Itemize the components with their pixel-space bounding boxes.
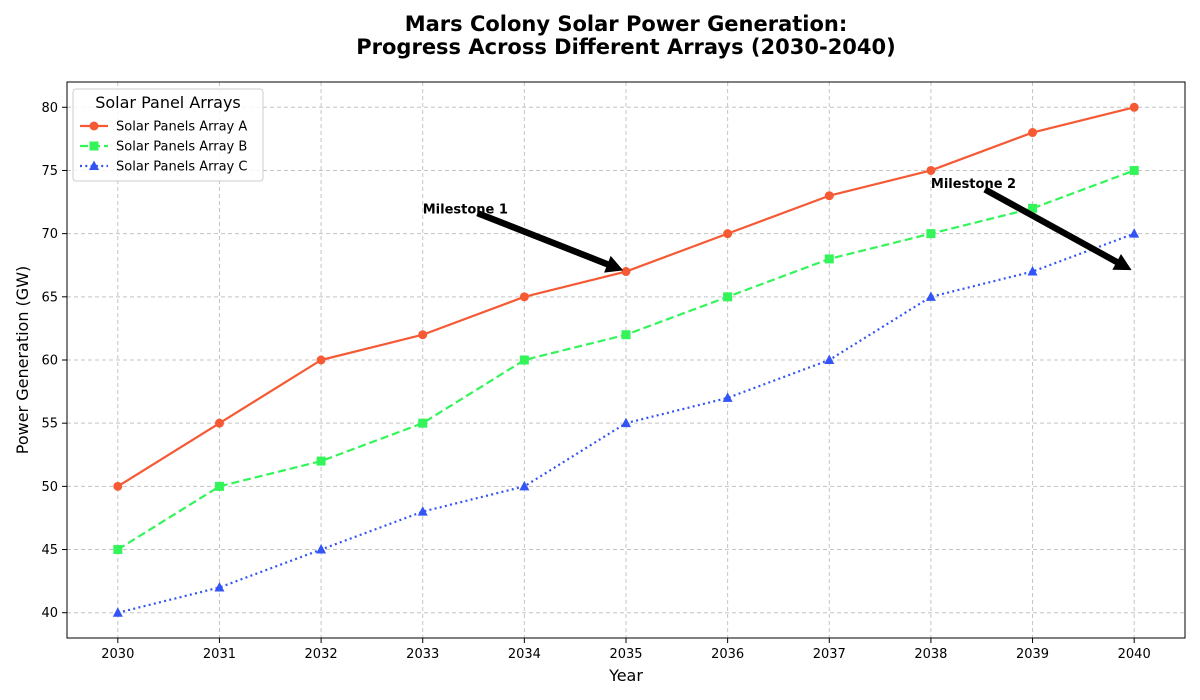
data-point — [723, 229, 733, 239]
series-b — [113, 165, 1139, 555]
x-tick-label: 2035 — [609, 647, 642, 662]
y-tick-label: 45 — [41, 543, 58, 558]
data-point — [418, 330, 428, 340]
annotation-label: Milestone 1 — [423, 202, 508, 217]
y-tick-label: 50 — [41, 480, 58, 495]
x-tick-label: 2037 — [813, 647, 846, 662]
legend-title: Solar Panel Arrays — [95, 93, 241, 112]
y-tick-label: 75 — [41, 164, 58, 179]
annotations: Milestone 1 Milestone 2 — [423, 177, 1132, 273]
legend-marker — [89, 160, 99, 170]
x-tick-label: 2034 — [508, 647, 541, 662]
data-point — [1129, 165, 1139, 175]
legend-entries: Solar Panels Array A Solar Panels Array B… — [80, 120, 247, 175]
legend-entry-label: Solar Panels Array A — [116, 120, 247, 135]
data-point — [519, 480, 530, 491]
data-point — [316, 544, 327, 554]
x-tick-label: 2040 — [1118, 647, 1151, 662]
data-point — [926, 165, 936, 175]
y-tick-label: 80 — [41, 101, 58, 116]
series-c — [112, 228, 1140, 617]
chart-title-line-2: Progress Across Different Arrays (2030-2… — [356, 35, 896, 59]
legend-marker — [89, 121, 99, 131]
series-a — [113, 102, 1139, 491]
legend-box — [72, 88, 264, 182]
data-point — [1129, 102, 1139, 112]
data-point — [214, 581, 225, 592]
data-point — [418, 418, 428, 428]
x-axis-label: Year — [608, 666, 643, 685]
data-point — [1028, 128, 1038, 138]
data-point — [925, 291, 936, 301]
data-point — [112, 607, 123, 617]
chart-title-line-1: Mars Colony Solar Power Generation: — [405, 12, 848, 36]
data-point — [824, 191, 834, 201]
data-point — [519, 292, 529, 302]
data-point — [824, 254, 834, 264]
x-tick-label: 2031 — [203, 647, 236, 662]
data-point — [621, 417, 631, 428]
y-tick-label: 40 — [41, 606, 58, 621]
data-point — [723, 292, 733, 302]
data-point — [824, 354, 835, 364]
data-point — [519, 355, 529, 365]
data-point — [722, 392, 733, 402]
legend-entry-label: Solar Panels Array C — [116, 160, 247, 175]
data-point — [214, 481, 224, 491]
y-tick-label: 60 — [41, 354, 58, 369]
x-tick-label: 2038 — [914, 647, 947, 662]
data-point — [1027, 266, 1038, 276]
data-point — [316, 355, 326, 365]
y-tick-label: 70 — [41, 227, 58, 242]
data-point — [113, 545, 123, 555]
x-tick-label: 2039 — [1016, 647, 1049, 662]
legend-marker — [89, 141, 99, 151]
x-tick-label: 2036 — [711, 647, 744, 662]
annotation-arrow — [476, 210, 624, 273]
x-tick-label: 2030 — [101, 647, 134, 662]
data-point — [417, 506, 428, 516]
data-point — [621, 330, 631, 340]
annotation-label: Milestone 2 — [931, 177, 1016, 192]
series-layer — [112, 102, 1140, 617]
data-point — [1129, 228, 1140, 238]
data-point — [113, 481, 123, 491]
data-point — [1028, 203, 1038, 213]
y-axis-label: Power Generation (GW) — [13, 266, 32, 455]
x-tick-label: 2033 — [406, 647, 439, 662]
axis-ticks: 2030 2031 2032 2033 2034 2035 2036 2037 2038 2039… — [41, 101, 1150, 662]
legend-entry-label: Solar Panels Array B — [116, 140, 247, 155]
legend: Solar Panel Arrays Solar Panels Array AS… — [72, 88, 264, 182]
x-tick-label: 2032 — [305, 647, 338, 662]
data-point — [214, 418, 224, 428]
data-point — [316, 456, 326, 466]
data-point — [926, 229, 936, 239]
y-tick-label: 55 — [41, 417, 58, 432]
data-point — [621, 267, 631, 277]
y-tick-label: 65 — [41, 290, 58, 305]
annotation-arrow — [983, 186, 1132, 271]
